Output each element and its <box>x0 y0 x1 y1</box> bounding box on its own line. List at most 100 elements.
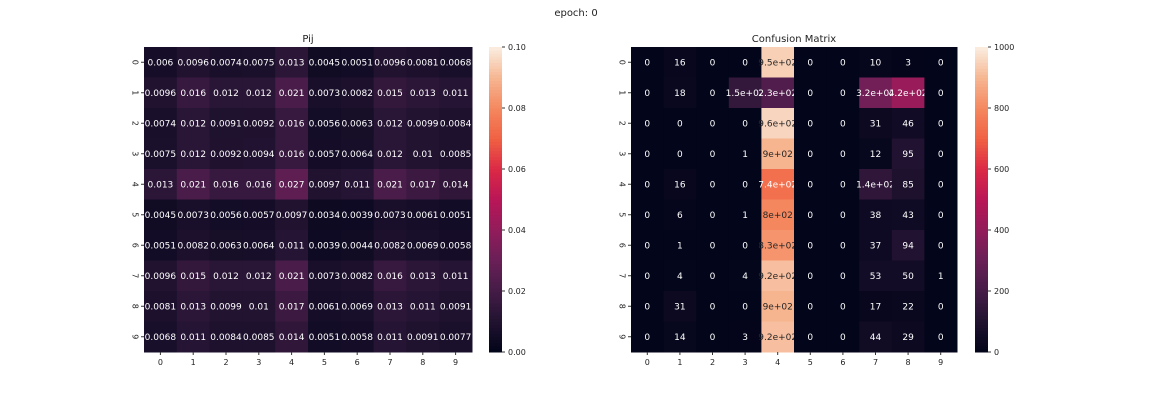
colorbar-segment <box>489 98 502 103</box>
heatmap-cell <box>696 321 730 353</box>
y-tick-label: 9 <box>131 334 140 339</box>
heatmap-cell <box>340 138 375 170</box>
heatmap-cell <box>761 108 795 139</box>
colorbar-segment <box>489 101 502 106</box>
heatmap-cell <box>761 230 795 261</box>
colorbar-segment <box>489 297 502 301</box>
cell-label: 0 <box>644 333 650 343</box>
heatmap-cell <box>631 260 665 292</box>
cell-label: 0 <box>807 241 813 251</box>
colorbar-tick-label: 400 <box>994 226 1009 235</box>
heatmap-cell <box>761 260 795 292</box>
colorbar-segment <box>489 211 502 216</box>
heatmap-cell <box>209 230 243 261</box>
cell-label: 0.0099 <box>210 302 242 312</box>
x-tick-label: 5 <box>322 358 327 367</box>
heatmap-cell <box>275 291 309 322</box>
cell-label: 0.0081 <box>145 302 177 312</box>
cell-label: 0.0082 <box>341 272 373 282</box>
colorbar-segment <box>975 254 988 258</box>
heatmap-cell <box>242 169 276 200</box>
cell-label: 0.0073 <box>374 211 406 221</box>
heatmap-cell <box>176 230 211 261</box>
x-tick-label: 3 <box>256 358 261 367</box>
y-tick-label: 5 <box>131 212 140 217</box>
colorbar-segment <box>489 327 502 332</box>
colorbar-segment <box>489 275 502 280</box>
heatmap-cell <box>209 199 243 231</box>
colorbar-segment <box>975 86 988 91</box>
heatmap-cell <box>663 291 697 322</box>
cell-label: 0.0096 <box>145 272 177 282</box>
cell-label: 0 <box>742 58 748 68</box>
heatmap-cell <box>242 321 276 353</box>
cell-label: 29 <box>902 333 914 343</box>
colorbar-segment <box>975 65 988 69</box>
heatmap-cell <box>761 138 795 170</box>
colorbar-segment <box>975 348 988 353</box>
heatmap-cell <box>859 199 893 231</box>
heatmap-cell <box>209 47 243 78</box>
colorbar-tick-label: 0.00 <box>508 348 526 357</box>
heatmap-cell <box>859 260 893 292</box>
cell-label: 0.011 <box>344 180 370 190</box>
heatmap-cell <box>176 260 211 292</box>
colorbar-segment <box>975 266 988 271</box>
heatmap-cell <box>891 169 925 200</box>
cell-label: 53 <box>870 272 881 282</box>
heatmap-cell <box>308 77 342 109</box>
x-tick-label: 4 <box>289 358 294 367</box>
colorbar-segment <box>489 74 502 78</box>
colorbar-segment <box>489 138 502 143</box>
heatmap-cell <box>728 169 762 200</box>
cell-label: 0 <box>840 180 846 190</box>
colorbar-tick-label: 800 <box>994 104 1009 113</box>
colorbar-segment <box>489 263 502 268</box>
colorbar-tick-label: 0.08 <box>508 104 526 113</box>
cell-label: 14 <box>674 333 686 343</box>
colorbar-segment <box>975 59 988 63</box>
cell-label: 0 <box>807 272 813 282</box>
heatmap-cell <box>794 321 828 353</box>
cell-label: 44 <box>870 333 882 343</box>
heatmap-cell <box>340 47 375 78</box>
colorbar-segment <box>489 345 502 350</box>
colorbar-segment <box>489 71 502 75</box>
colorbar-segment <box>489 306 502 310</box>
cell-label: 1 <box>938 272 944 282</box>
heatmap-cell <box>176 138 211 170</box>
colorbar-segment <box>489 65 502 69</box>
colorbar-segment <box>489 278 502 283</box>
colorbar-segment <box>975 281 988 286</box>
heatmap-cell <box>144 77 178 109</box>
heatmap-cell <box>308 138 342 170</box>
cell-label: 0.0061 <box>309 302 341 312</box>
heatmap-cell <box>826 47 860 78</box>
cell-label: 0 <box>938 302 944 312</box>
heatmap-cell <box>406 138 440 170</box>
heatmap-cell <box>924 230 958 261</box>
cell-label: 0.012 <box>213 272 239 282</box>
heatmap-cell <box>631 230 665 261</box>
cell-label: 0.0091 <box>210 119 242 129</box>
colorbar-segment <box>489 205 502 210</box>
colorbar-segment <box>489 287 502 292</box>
cell-label: 0.016 <box>279 150 305 160</box>
heatmap-cell <box>439 77 473 109</box>
colorbar-segment <box>489 333 502 338</box>
cell-label: 3.2e+02 <box>856 89 895 99</box>
colorbar-tick-label: 0.10 <box>508 43 526 52</box>
colorbar-segment <box>975 260 988 265</box>
heatmap-cell <box>891 199 925 231</box>
colorbar-segment <box>489 68 502 72</box>
colorbar-segment <box>489 153 502 158</box>
heatmap-cell <box>144 169 178 200</box>
colorbar-segment <box>489 56 502 60</box>
cell-label: 0.0075 <box>145 150 177 160</box>
pij-colorbar: 0.00 0.02 0.04 0.06 0.08 0.10 <box>489 43 526 357</box>
cell-label: 0.011 <box>443 272 469 282</box>
cell-label: 2.3e+02 <box>758 89 797 99</box>
heatmap-cell <box>728 77 762 109</box>
colorbar-segment <box>975 336 988 341</box>
